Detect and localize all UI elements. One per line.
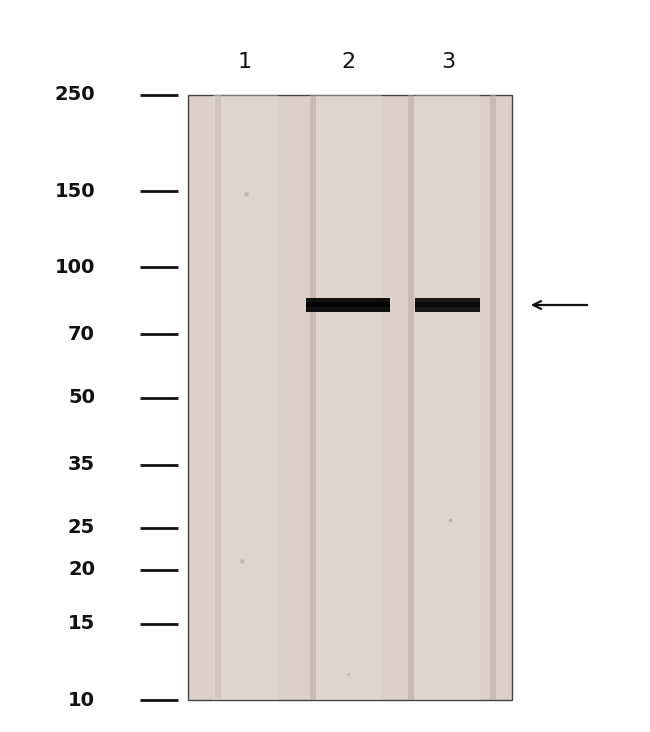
Text: 25: 25	[68, 518, 95, 537]
Text: 3: 3	[441, 52, 455, 72]
FancyBboxPatch shape	[306, 302, 391, 307]
Text: 2: 2	[341, 52, 355, 72]
FancyBboxPatch shape	[188, 95, 512, 700]
Text: 1: 1	[238, 52, 252, 72]
FancyBboxPatch shape	[415, 95, 480, 700]
FancyBboxPatch shape	[310, 95, 316, 700]
Text: 70: 70	[68, 325, 95, 344]
FancyBboxPatch shape	[415, 298, 480, 312]
Text: 10: 10	[68, 690, 95, 709]
Text: 15: 15	[68, 614, 95, 633]
FancyBboxPatch shape	[306, 298, 391, 312]
FancyBboxPatch shape	[490, 95, 496, 700]
Text: 250: 250	[55, 86, 95, 105]
FancyBboxPatch shape	[315, 95, 380, 700]
Text: 35: 35	[68, 455, 95, 474]
FancyBboxPatch shape	[415, 302, 480, 307]
Text: 20: 20	[68, 560, 95, 579]
FancyBboxPatch shape	[213, 95, 278, 700]
FancyBboxPatch shape	[215, 95, 221, 700]
Text: 150: 150	[55, 182, 95, 201]
Text: 50: 50	[68, 388, 95, 407]
FancyBboxPatch shape	[408, 95, 414, 700]
Text: 100: 100	[55, 258, 95, 277]
